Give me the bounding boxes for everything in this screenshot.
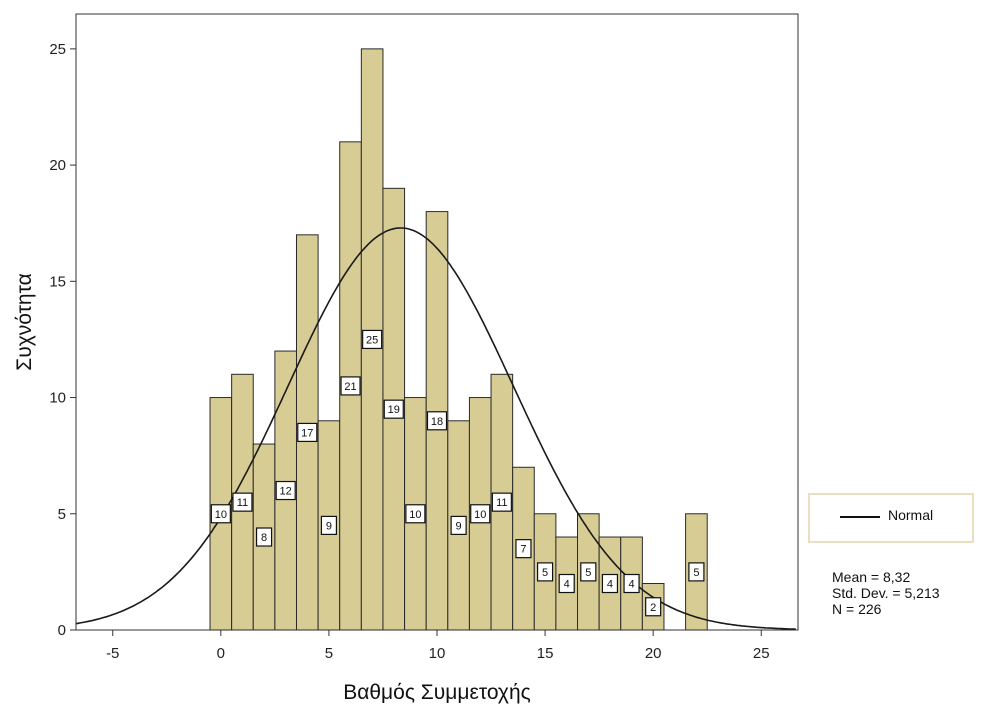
y-axis-ticks: 0 5 10 15 20 25	[49, 41, 76, 639]
stats-n: N = 226	[832, 601, 882, 617]
y-tick-label: 5	[58, 506, 66, 523]
stats-block: Mean = 8,32 Std. Dev. = 5,213 N = 226	[832, 569, 940, 617]
data-label: 5	[542, 567, 548, 579]
legend: Normal	[808, 493, 974, 543]
data-label-box	[450, 515, 467, 535]
data-label: 11	[237, 497, 248, 509]
data-label: 9	[456, 520, 462, 532]
data-label-box	[426, 411, 448, 431]
data-label: 19	[388, 404, 400, 416]
data-label-box	[275, 480, 296, 501]
data-label: 5	[693, 567, 699, 579]
y-tick-label: 15	[49, 273, 66, 290]
data-label-box	[383, 399, 404, 419]
data-label: 9	[326, 520, 332, 532]
y-axis-title: Συχνότητα	[13, 273, 36, 370]
data-label: 10	[474, 509, 486, 521]
data-label-box	[536, 562, 554, 582]
data-label: 2	[650, 602, 656, 614]
data-label: 10	[409, 509, 421, 521]
y-tick-label: 10	[49, 390, 66, 407]
y-tick-label: 25	[49, 41, 66, 58]
data-label: 4	[564, 579, 570, 591]
data-label-box	[623, 573, 640, 594]
x-tick-label: 15	[537, 645, 554, 662]
data-label-box	[580, 562, 597, 582]
data-label: 10	[215, 509, 227, 521]
data-label-box	[255, 527, 273, 547]
stats-std-dev: Std. Dev. = 5,213	[832, 585, 940, 601]
x-tick-label: 5	[325, 645, 333, 662]
data-label-box	[491, 492, 512, 512]
data-label: 12	[280, 486, 292, 498]
data-label: 7	[520, 544, 526, 556]
x-tick-label: -5	[106, 645, 119, 662]
data-label-box	[470, 504, 491, 524]
data-label: 21	[344, 381, 356, 393]
data-label-box	[340, 376, 361, 396]
x-tick-label: 25	[753, 645, 770, 662]
x-axis-title: Βαθμός Συμμετοχής	[343, 681, 531, 704]
data-label-box	[558, 573, 575, 594]
x-tick-label: 10	[429, 645, 446, 662]
data-label: 18	[431, 416, 443, 428]
data-label: 5	[585, 567, 591, 579]
stats-mean: Mean = 8,32	[832, 569, 911, 585]
y-tick-label: 0	[58, 622, 66, 639]
data-label: 11	[496, 497, 507, 509]
data-label: 8	[261, 532, 267, 544]
x-tick-label: 20	[645, 645, 662, 662]
data-label-box	[297, 422, 318, 443]
data-label-box	[320, 515, 338, 535]
data-label-box	[405, 504, 426, 524]
data-label-box	[515, 539, 532, 559]
normal-curve-line	[75, 227, 796, 630]
data-label-box	[362, 329, 383, 350]
data-label: 17	[301, 427, 313, 439]
data-label: 25	[366, 334, 378, 346]
x-axis-ticks: -5 0 5 10 15 20 25	[106, 630, 770, 662]
data-label-box	[645, 597, 662, 617]
legend-label-normal: Normal	[888, 507, 934, 523]
data-label-box	[210, 504, 231, 524]
data-label-box	[232, 492, 253, 512]
legend-line-swatch	[840, 516, 880, 518]
data-label: 4	[607, 579, 613, 591]
y-tick-label: 20	[49, 157, 66, 174]
data-label-box	[688, 562, 705, 582]
x-tick-label: 0	[217, 645, 225, 662]
data-label: 4	[628, 579, 634, 591]
data-label-box	[601, 573, 619, 594]
